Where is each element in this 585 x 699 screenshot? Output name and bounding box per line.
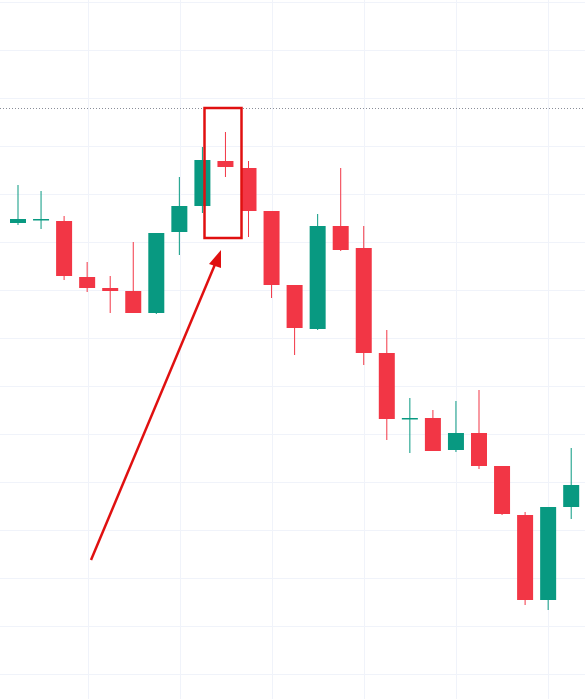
- candle-body: [56, 221, 73, 276]
- candle-body: [355, 248, 372, 353]
- candle-body: [424, 418, 441, 451]
- arrow-shaft: [89, 261, 218, 561]
- highlight-box: [203, 106, 243, 240]
- candle-body: [471, 433, 487, 466]
- candle-body: [309, 226, 326, 329]
- candle-body: [563, 485, 580, 507]
- candle-body: [240, 168, 257, 211]
- candle-body: [517, 515, 534, 600]
- candle-body: [148, 233, 165, 313]
- candle-body: [263, 211, 280, 285]
- candle-body: [286, 285, 303, 328]
- candle-body: [79, 277, 96, 288]
- candle-body: [332, 226, 349, 250]
- candle-body: [401, 418, 418, 420]
- candle-body: [194, 160, 211, 206]
- candle-body: [171, 206, 188, 232]
- candle-body: [447, 433, 464, 450]
- candle-body: [217, 161, 234, 167]
- candle-body: [378, 353, 395, 419]
- arrow-head: [209, 250, 221, 268]
- candle-body: [125, 291, 142, 313]
- candle-body: [494, 466, 511, 514]
- candle-body: [10, 219, 26, 223]
- candles: [10, 132, 580, 610]
- candle-body: [102, 288, 119, 291]
- candle-body: [540, 507, 557, 600]
- candle-body: [33, 219, 50, 221]
